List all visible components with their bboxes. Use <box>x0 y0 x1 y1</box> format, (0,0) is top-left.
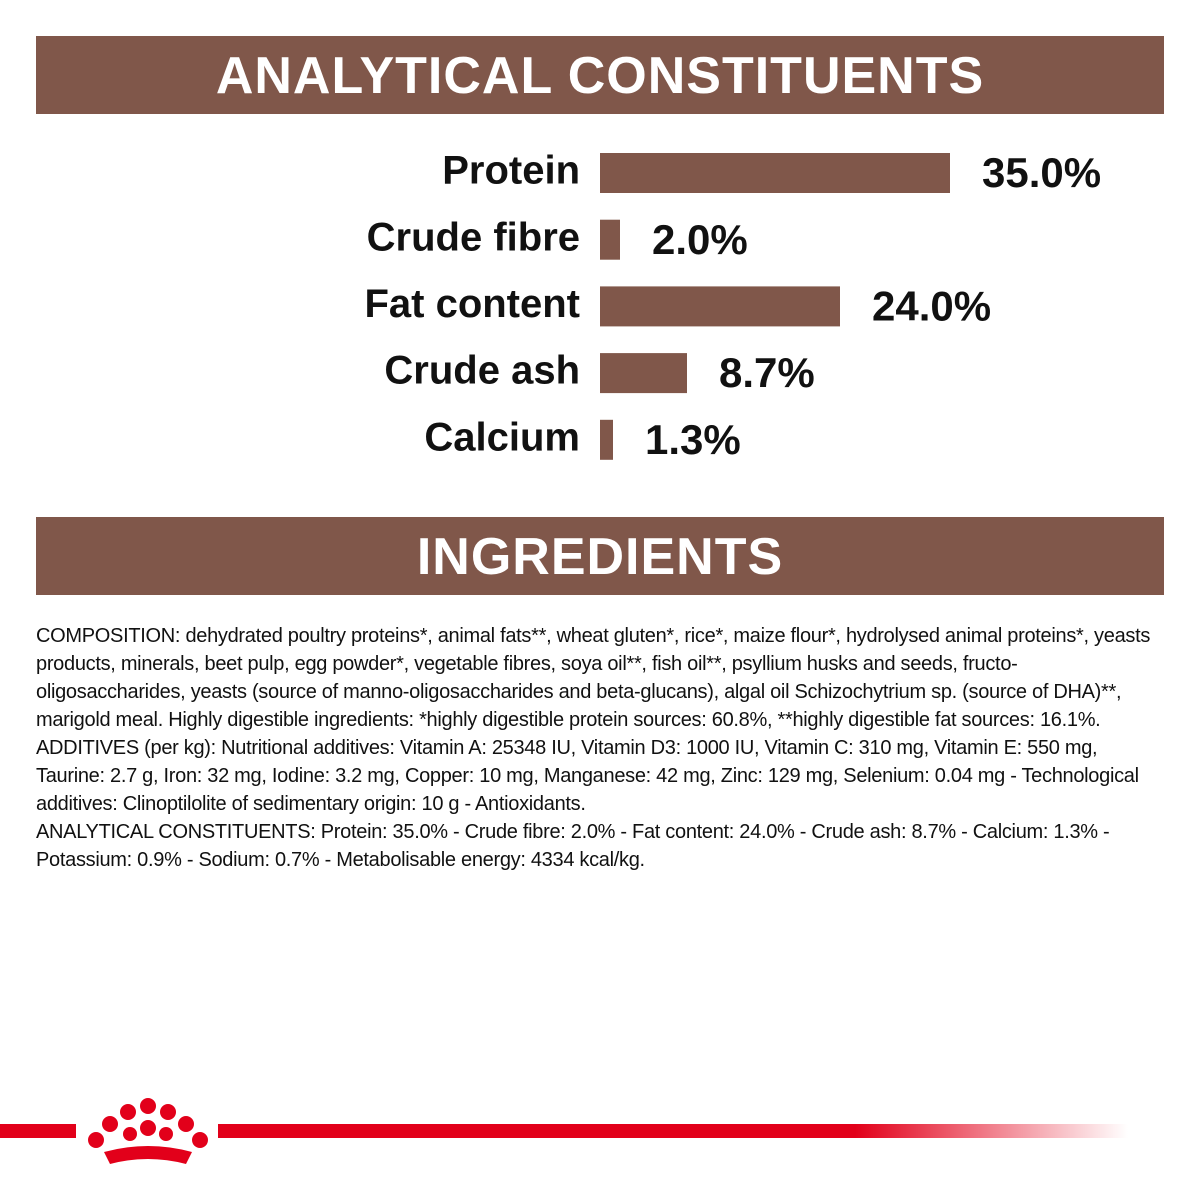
category-label: Crude ash <box>384 349 580 393</box>
ingredients-text: COMPOSITION: dehydrated poultry proteins… <box>36 622 1164 874</box>
bar <box>600 219 620 260</box>
section-header: ANALYTICAL CONSTITUENTS <box>36 36 1164 114</box>
value-label: 24.0% <box>872 282 991 329</box>
paragraph: ANALYTICAL CONSTITUENTS: Protein: 35.0% … <box>36 821 1110 871</box>
paragraph: ADDITIVES (per kg): Nutritional additive… <box>36 737 1139 815</box>
bar <box>600 286 840 327</box>
bar <box>600 353 687 394</box>
paragraph: COMPOSITION: dehydrated poultry proteins… <box>36 625 1151 731</box>
footer-line <box>218 1124 1128 1138</box>
value-label: 35.0% <box>982 149 1101 196</box>
chart: Protein 35.0% Crude fibre 2.0% Fat content 24… <box>364 149 1101 463</box>
footer-line <box>0 1124 76 1138</box>
bar <box>600 419 613 460</box>
category-label: Protein <box>442 149 580 193</box>
value-label: 2.0% <box>652 216 748 263</box>
footer <box>0 1098 1128 1164</box>
category-label: Fat content <box>364 282 580 326</box>
category-label: Calcium <box>424 415 580 459</box>
section-header: INGREDIENTS <box>36 517 1164 595</box>
logo <box>88 1098 208 1164</box>
bar <box>600 153 950 193</box>
value-label: 1.3% <box>645 416 741 463</box>
value-label: 8.7% <box>719 349 815 396</box>
category-label: Crude fibre <box>367 215 580 259</box>
